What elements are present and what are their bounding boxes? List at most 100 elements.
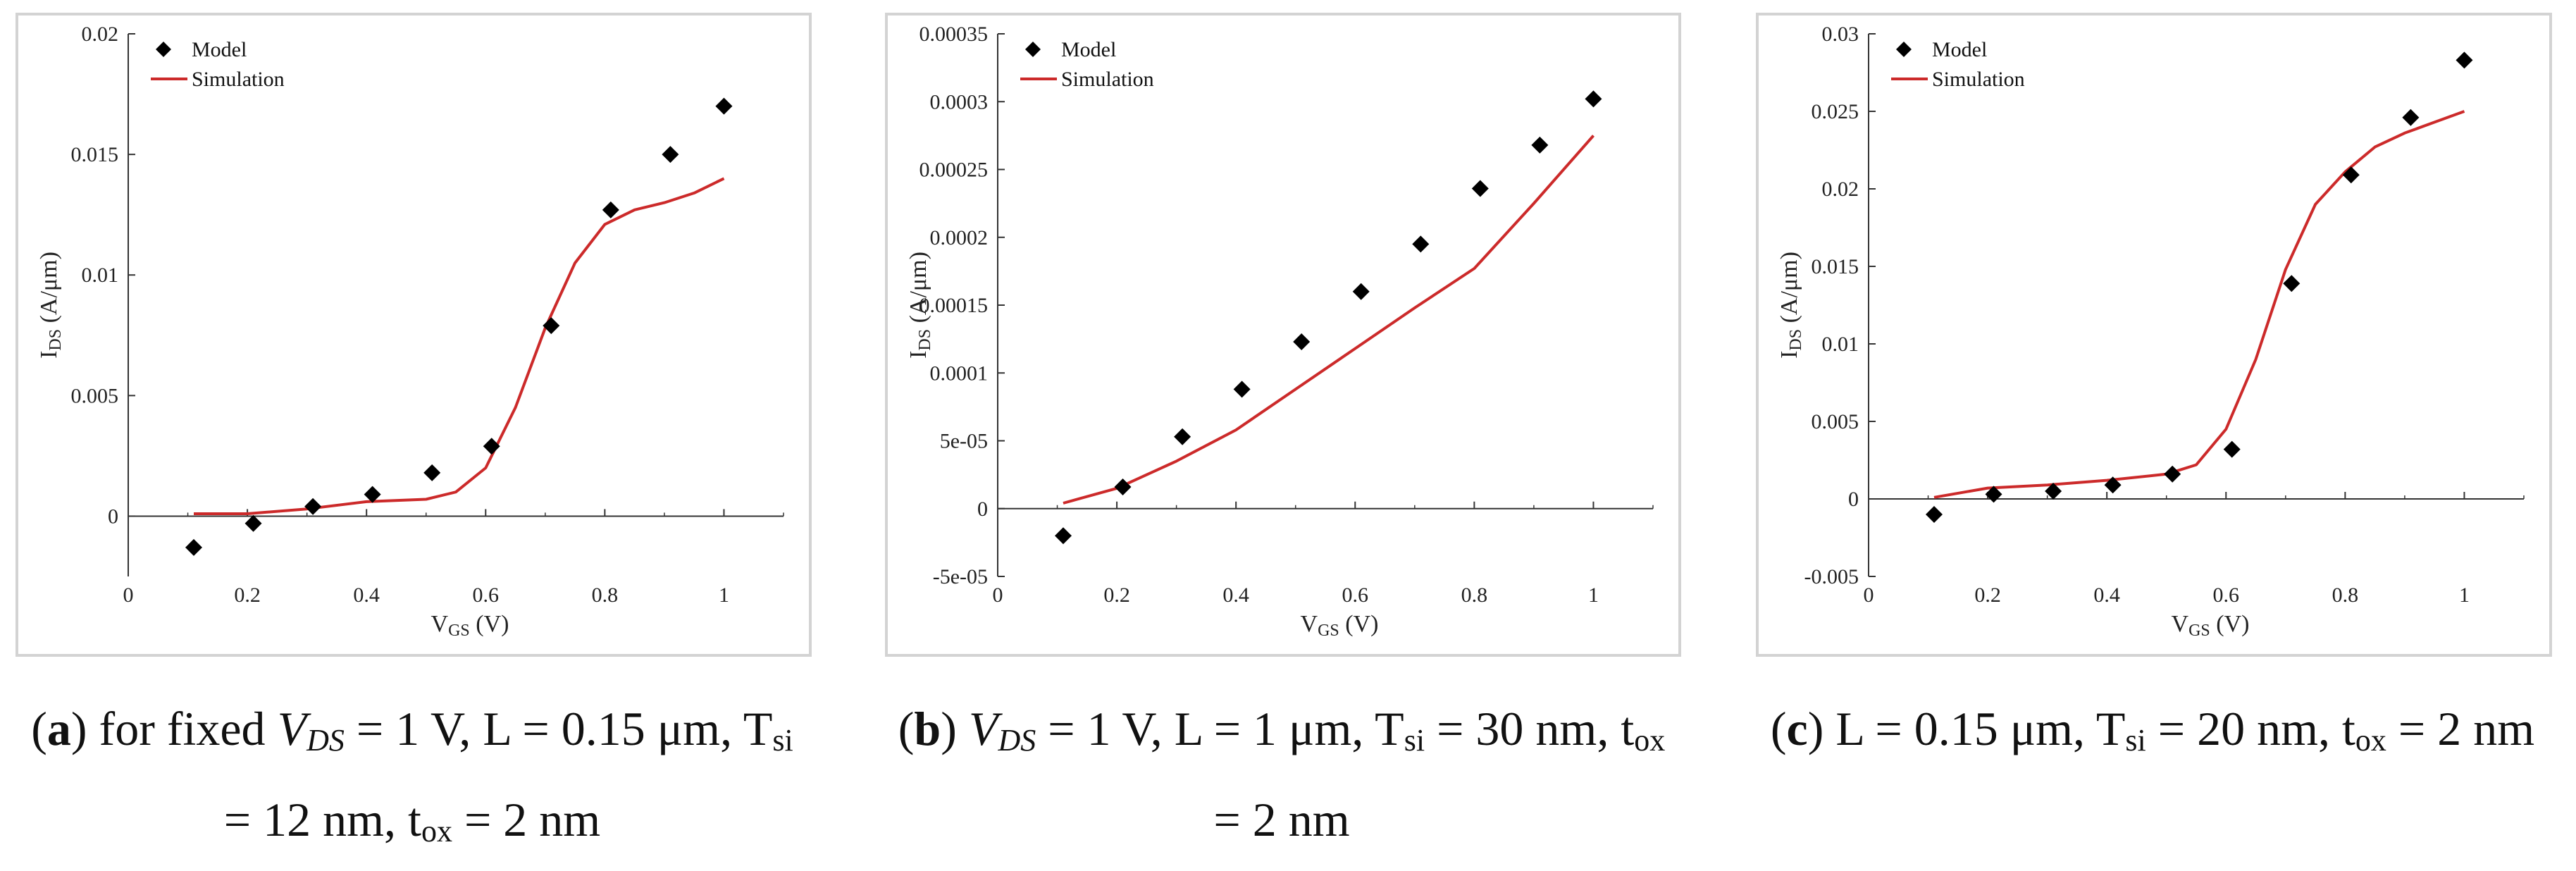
y-axis-label: IDS (A/μm) [1776, 252, 1805, 359]
x-tick-label: 0.6 [2213, 583, 2240, 607]
x-tick-label: 0.2 [1103, 583, 1130, 607]
y-tick-label: 0.02 [82, 23, 119, 46]
caption-text: ox [1634, 723, 1666, 758]
caption-text: V [277, 702, 307, 755]
y-tick-label: 0.025 [1812, 100, 1859, 123]
y-tick-label: 5e-05 [940, 430, 988, 453]
y-tick-label: 0.00025 [919, 159, 989, 182]
x-tick-label: 0.2 [1974, 583, 2001, 607]
simulation-line [1063, 135, 1595, 505]
model-point [662, 146, 679, 163]
model-point [2283, 275, 2301, 292]
model-point [2342, 166, 2360, 184]
y-axis-label: IDS (A/μm) [905, 252, 934, 359]
caption-text: DS [306, 723, 345, 758]
model-point [1985, 486, 2002, 503]
caption-text: = 1 V, L = 0.15 μm, T [344, 702, 773, 755]
plot-frame-b [885, 13, 1681, 657]
model-point [1412, 235, 1430, 253]
x-tick-label: 0.6 [1342, 583, 1369, 607]
caption-text: ( [898, 702, 915, 755]
model-point [1352, 283, 1370, 300]
caption-text: DS [998, 723, 1036, 758]
x-tick-label: 1 [1588, 583, 1599, 607]
caption-c: (c) L = 0.15 μm, Tsi = 20 nm, tox = 2 nm [1756, 689, 2549, 780]
simulation-line [194, 177, 725, 515]
model-point [1233, 381, 1251, 398]
caption-text: si [2125, 723, 2146, 758]
model-point [2045, 483, 2062, 500]
legend-simulation-label: Simulation [192, 68, 285, 91]
model-point [715, 97, 733, 115]
plot-frame-a [16, 13, 812, 657]
caption-text: = 2 nm [2386, 702, 2535, 755]
caption-a: (a) for fixed VDS = 1 V, L = 0.15 μm, Ts… [16, 689, 809, 871]
model-point [423, 464, 441, 481]
x-tick-label: 0.8 [1461, 583, 1488, 607]
x-tick-label: 0.8 [2332, 583, 2359, 607]
x-axis-label: VGS (V) [1301, 611, 1379, 640]
caption-text: = 12 nm, t [223, 793, 421, 846]
plot-frame-c [1756, 13, 2552, 657]
caption-text: = 2 nm [1213, 793, 1350, 846]
model-point [1926, 506, 1943, 523]
model-point [2223, 440, 2241, 458]
y-tick-label: 0.005 [1812, 410, 1859, 433]
x-tick-label: 0.6 [473, 583, 500, 607]
x-tick-label: 0 [993, 583, 1003, 607]
y-tick-label: 0 [977, 498, 988, 521]
model-point [1055, 527, 1072, 545]
model-point [1114, 478, 1132, 495]
chart-b: 0 0.2 0.4 0.6 0.8 1-5e-0505e-050.00010.000150… [905, 23, 1654, 640]
x-tick-label: 0.4 [2093, 583, 2120, 607]
legend-model-marker [1025, 42, 1041, 57]
x-tick-label: 0 [1864, 583, 1874, 607]
y-tick-label: 0.005 [71, 384, 119, 407]
x-tick-label: 0.4 [353, 583, 380, 607]
caption-text: ( [31, 702, 47, 755]
caption-text: si [1404, 723, 1425, 758]
y-tick-label: 0 [108, 505, 118, 528]
y-axis-label: IDS (A/μm) [36, 252, 65, 359]
legend-model-label: Model [1932, 38, 1987, 61]
y-tick-label: 0.00015 [919, 294, 989, 317]
legend-simulation-label: Simulation [1061, 68, 1154, 91]
model-point [1471, 180, 1489, 197]
x-tick-label: 0 [123, 583, 134, 607]
y-tick-label: 0.00035 [919, 23, 989, 46]
y-tick-label: 0.0001 [930, 362, 989, 385]
simulation-line [1933, 110, 2465, 499]
caption-text: b [914, 702, 941, 755]
caption-text: ) L = 0.15 μm, T [1807, 702, 2126, 755]
x-tick-label: 1 [2459, 583, 2470, 607]
model-point [2402, 109, 2420, 126]
y-tick-label: 0.01 [1822, 333, 1859, 356]
legend-simulation-label: Simulation [1932, 68, 2025, 91]
x-axis-label: VGS (V) [2172, 611, 2250, 640]
model-point [483, 438, 500, 455]
legend-model-marker [156, 42, 171, 57]
caption-text: si [772, 723, 793, 758]
model-point [2164, 465, 2181, 483]
y-tick-label: 0.015 [1812, 255, 1859, 278]
y-tick-label: 0.015 [71, 143, 119, 166]
caption-text: a [47, 702, 71, 755]
panel-c: 0 0.2 0.4 0.6 0.8 1 -0.005 0 0.005 0.01 0.015 0.02 0… [1756, 13, 2552, 657]
y-tick-label: 0.01 [82, 264, 119, 287]
caption-text: ox [2355, 723, 2386, 758]
caption-text: c [1786, 702, 1808, 755]
x-tick-label: 0.4 [1222, 583, 1249, 607]
model-point [2104, 476, 2122, 494]
caption-b: (b) VDS = 1 V, L = 1 μm, Tsi = 30 nm, to… [885, 689, 1678, 859]
model-point [1585, 90, 1602, 108]
model-point [185, 538, 202, 556]
x-tick-label: 1 [719, 583, 729, 607]
y-tick-label: 0.02 [1822, 178, 1859, 201]
y-tick-label: 0 [1848, 488, 1859, 511]
model-point [304, 498, 322, 515]
model-point [602, 201, 619, 218]
model-point [1531, 136, 1549, 154]
y-tick-label: -0.005 [1804, 565, 1859, 588]
x-axis-label: VGS (V) [431, 611, 509, 640]
panel-b: 0 0.2 0.4 0.6 0.8 1 -5e-05 0 5e-05 0.0001 0.00015 0… [885, 13, 1681, 657]
